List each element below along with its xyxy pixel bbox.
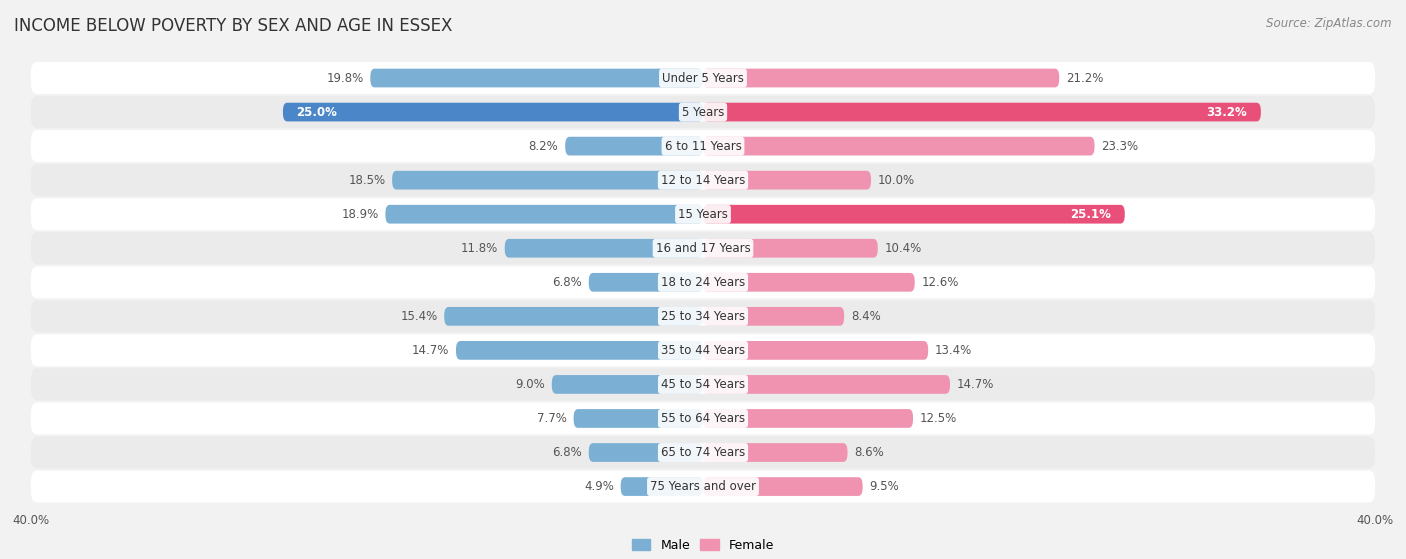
- Text: 14.7%: 14.7%: [956, 378, 994, 391]
- Text: 25.0%: 25.0%: [297, 106, 337, 119]
- Text: 6.8%: 6.8%: [553, 446, 582, 459]
- Text: 15 Years: 15 Years: [678, 208, 728, 221]
- Text: 8.4%: 8.4%: [851, 310, 880, 323]
- Text: 18.9%: 18.9%: [342, 208, 378, 221]
- FancyBboxPatch shape: [703, 409, 912, 428]
- Text: 12.6%: 12.6%: [921, 276, 959, 289]
- FancyBboxPatch shape: [703, 307, 844, 326]
- FancyBboxPatch shape: [574, 409, 703, 428]
- Text: 21.2%: 21.2%: [1066, 72, 1104, 84]
- FancyBboxPatch shape: [703, 341, 928, 360]
- Text: 45 to 54 Years: 45 to 54 Years: [661, 378, 745, 391]
- Text: Source: ZipAtlas.com: Source: ZipAtlas.com: [1267, 17, 1392, 30]
- FancyBboxPatch shape: [589, 443, 703, 462]
- FancyBboxPatch shape: [703, 103, 1261, 121]
- FancyBboxPatch shape: [31, 471, 1375, 503]
- Text: 12.5%: 12.5%: [920, 412, 957, 425]
- Text: 18 to 24 Years: 18 to 24 Years: [661, 276, 745, 289]
- Text: 4.9%: 4.9%: [583, 480, 614, 493]
- Text: 8.2%: 8.2%: [529, 140, 558, 153]
- Text: 65 to 74 Years: 65 to 74 Years: [661, 446, 745, 459]
- Text: 10.4%: 10.4%: [884, 241, 922, 255]
- FancyBboxPatch shape: [505, 239, 703, 258]
- Text: 75 Years and over: 75 Years and over: [650, 480, 756, 493]
- FancyBboxPatch shape: [703, 171, 872, 190]
- FancyBboxPatch shape: [31, 96, 1375, 128]
- FancyBboxPatch shape: [589, 273, 703, 292]
- FancyBboxPatch shape: [703, 69, 1059, 87]
- Text: 15.4%: 15.4%: [401, 310, 437, 323]
- FancyBboxPatch shape: [703, 443, 848, 462]
- FancyBboxPatch shape: [31, 368, 1375, 400]
- Text: 5 Years: 5 Years: [682, 106, 724, 119]
- FancyBboxPatch shape: [31, 198, 1375, 230]
- FancyBboxPatch shape: [31, 130, 1375, 162]
- FancyBboxPatch shape: [385, 205, 703, 224]
- Text: 9.5%: 9.5%: [869, 480, 898, 493]
- Text: 55 to 64 Years: 55 to 64 Years: [661, 412, 745, 425]
- FancyBboxPatch shape: [703, 205, 1125, 224]
- FancyBboxPatch shape: [31, 437, 1375, 468]
- Legend: Male, Female: Male, Female: [627, 534, 779, 557]
- FancyBboxPatch shape: [283, 103, 703, 121]
- FancyBboxPatch shape: [370, 69, 703, 87]
- Text: Under 5 Years: Under 5 Years: [662, 72, 744, 84]
- Text: 11.8%: 11.8%: [461, 241, 498, 255]
- FancyBboxPatch shape: [31, 266, 1375, 299]
- Text: 25 to 34 Years: 25 to 34 Years: [661, 310, 745, 323]
- FancyBboxPatch shape: [456, 341, 703, 360]
- FancyBboxPatch shape: [31, 300, 1375, 333]
- Text: 16 and 17 Years: 16 and 17 Years: [655, 241, 751, 255]
- FancyBboxPatch shape: [31, 402, 1375, 434]
- Text: 18.5%: 18.5%: [349, 174, 385, 187]
- Text: 6 to 11 Years: 6 to 11 Years: [665, 140, 741, 153]
- Text: 19.8%: 19.8%: [326, 72, 364, 84]
- FancyBboxPatch shape: [31, 164, 1375, 196]
- Text: 10.0%: 10.0%: [877, 174, 915, 187]
- FancyBboxPatch shape: [703, 477, 863, 496]
- Text: 12 to 14 Years: 12 to 14 Years: [661, 174, 745, 187]
- FancyBboxPatch shape: [31, 334, 1375, 366]
- Text: 35 to 44 Years: 35 to 44 Years: [661, 344, 745, 357]
- Text: 33.2%: 33.2%: [1206, 106, 1247, 119]
- Text: 9.0%: 9.0%: [515, 378, 546, 391]
- FancyBboxPatch shape: [703, 273, 915, 292]
- FancyBboxPatch shape: [565, 137, 703, 155]
- FancyBboxPatch shape: [31, 62, 1375, 94]
- Text: 14.7%: 14.7%: [412, 344, 450, 357]
- Text: 8.6%: 8.6%: [855, 446, 884, 459]
- Text: 25.1%: 25.1%: [1070, 208, 1111, 221]
- FancyBboxPatch shape: [703, 375, 950, 394]
- Text: 13.4%: 13.4%: [935, 344, 972, 357]
- Text: 7.7%: 7.7%: [537, 412, 567, 425]
- Text: 23.3%: 23.3%: [1101, 140, 1139, 153]
- FancyBboxPatch shape: [444, 307, 703, 326]
- FancyBboxPatch shape: [703, 239, 877, 258]
- FancyBboxPatch shape: [551, 375, 703, 394]
- Text: 6.8%: 6.8%: [553, 276, 582, 289]
- FancyBboxPatch shape: [703, 137, 1094, 155]
- FancyBboxPatch shape: [620, 477, 703, 496]
- FancyBboxPatch shape: [31, 232, 1375, 264]
- FancyBboxPatch shape: [392, 171, 703, 190]
- Text: INCOME BELOW POVERTY BY SEX AND AGE IN ESSEX: INCOME BELOW POVERTY BY SEX AND AGE IN E…: [14, 17, 453, 35]
